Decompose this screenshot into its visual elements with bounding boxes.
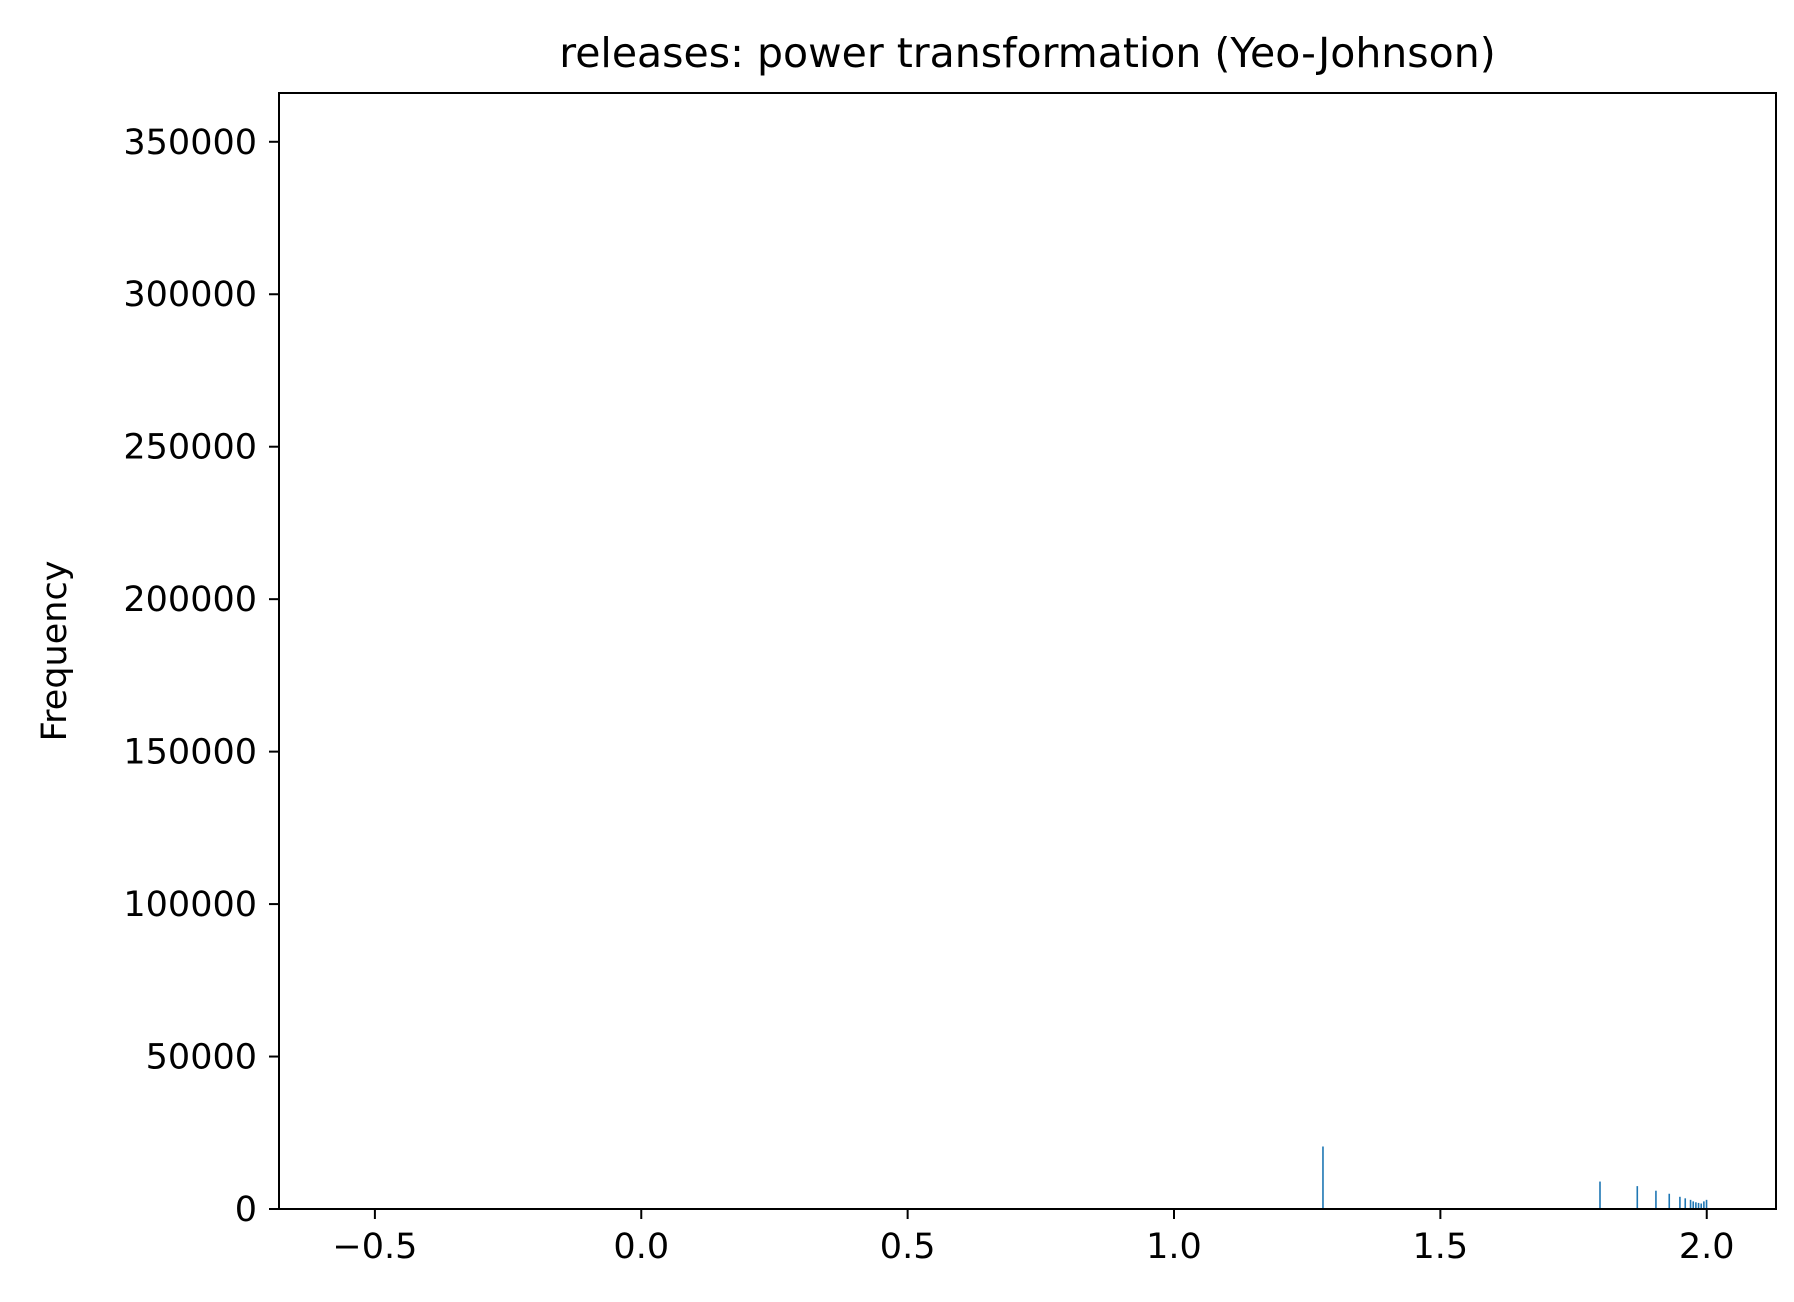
y-tick-label: 200000: [123, 580, 257, 620]
y-tick-label: 150000: [123, 733, 257, 773]
bars-group: [1322, 1146, 1708, 1209]
histogram-bar: [1322, 1146, 1324, 1209]
y-tick-label: 100000: [123, 885, 257, 925]
x-tick-label: 1.5: [1413, 1227, 1469, 1267]
histogram-bar: [1689, 1199, 1692, 1209]
x-tick-label: −0.5: [332, 1227, 417, 1267]
histogram-bar: [1668, 1193, 1671, 1209]
x-tick-label: 1.0: [1146, 1227, 1202, 1267]
histogram-bar: [1705, 1199, 1708, 1209]
histogram-bar: [1697, 1202, 1700, 1209]
histogram-bar: [1695, 1202, 1697, 1209]
histogram-bar: [1679, 1196, 1681, 1209]
y-tick-label: 300000: [123, 275, 257, 315]
histogram-bar: [1700, 1203, 1703, 1209]
y-axis-label: Frequency: [35, 561, 75, 742]
x-tick-label: 0.5: [880, 1227, 936, 1267]
y-tick-label: 0: [235, 1190, 257, 1230]
x-axis: −0.5 0.0 0.5 1.0 1.5 2.0: [332, 1209, 1735, 1267]
x-tick-label: 2.0: [1679, 1227, 1735, 1267]
chart-title: releases: power transformation (Yeo-John…: [559, 29, 1495, 77]
y-tick-label: 50000: [146, 1038, 257, 1078]
histogram-bar: [1636, 1186, 1639, 1209]
x-tick-label: 0.0: [613, 1227, 669, 1267]
histogram-bar: [1684, 1198, 1687, 1209]
y-axis: 0 50000 100000 150000 200000 250000 300000 3500…: [123, 123, 279, 1230]
histogram-bar: [1692, 1201, 1695, 1209]
histogram-bar: [1599, 1181, 1601, 1209]
plot-frame: [278, 92, 1777, 1210]
y-tick-label: 250000: [123, 428, 257, 468]
y-tick-label: 350000: [123, 123, 257, 163]
histogram-bar: [1655, 1190, 1657, 1209]
histogram-bar: [1703, 1201, 1705, 1209]
